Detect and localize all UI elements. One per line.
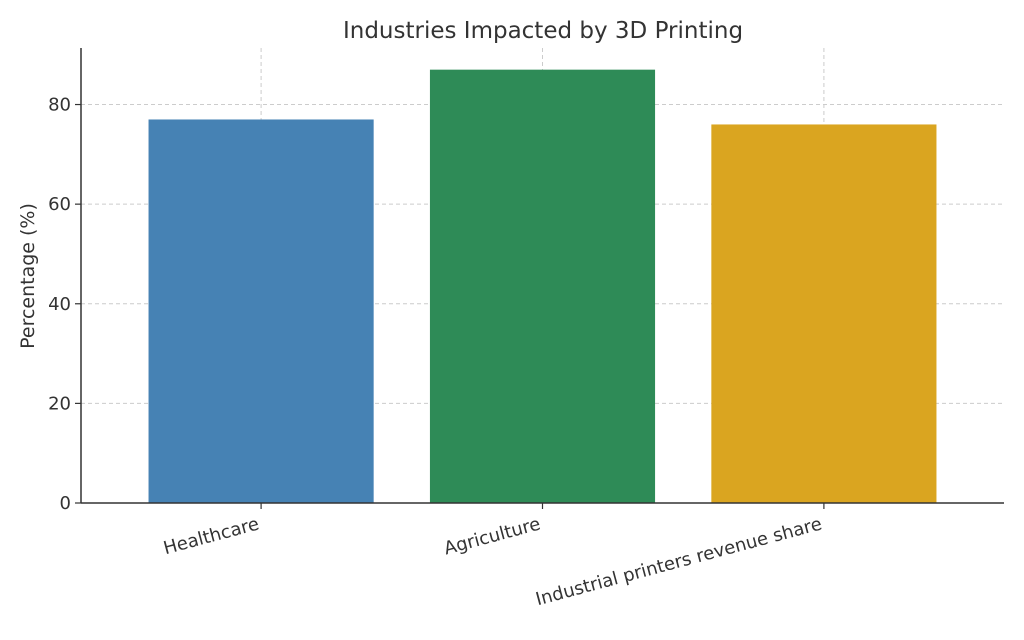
x-tick-label: Agriculture — [442, 514, 543, 560]
y-tick-label: 40 — [48, 294, 71, 315]
bars — [148, 69, 937, 504]
y-axis-label: Percentage (%) — [17, 203, 39, 349]
y-tick-label: 60 — [48, 194, 71, 215]
y-tick-label: 20 — [48, 393, 71, 414]
bar-agriculture — [429, 69, 656, 504]
y-tick-label: 0 — [60, 493, 71, 514]
bar-industrial-printers-revenue-share — [711, 124, 937, 504]
x-tick-label: Industrial printers revenue share — [533, 514, 824, 611]
chart-title: Industries Impacted by 3D Printing — [343, 18, 743, 44]
y-ticks: 0 20 40 60 80 — [48, 95, 81, 514]
y-tick-label: 80 — [48, 95, 71, 116]
bar-healthcare — [148, 119, 374, 503]
x-tick-label: Healthcare — [161, 514, 261, 560]
